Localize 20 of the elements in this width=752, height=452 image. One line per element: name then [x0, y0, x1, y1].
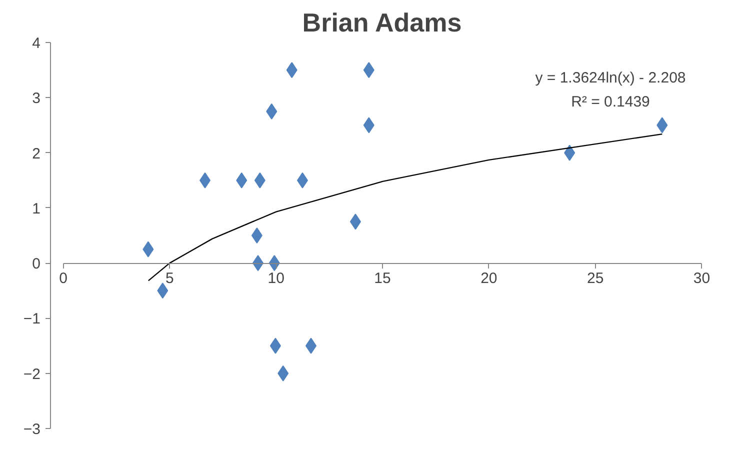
point: [251, 228, 262, 244]
x-tick-label: 15: [374, 270, 391, 288]
x-tick-label: 25: [586, 270, 604, 288]
x-tick-label: 0: [59, 270, 68, 288]
x-tick-label: 30: [693, 270, 710, 288]
y-tick-label: −2: [23, 366, 41, 383]
annotation: y = 1.3624ln(x) - 2.208: [535, 70, 686, 86]
y-tick-label: 3: [32, 90, 40, 108]
x-tick-label: 5: [166, 270, 174, 288]
x-tick-label: 10: [268, 270, 284, 288]
x-tick-label: 20: [480, 270, 498, 288]
y-tick-label: 1: [32, 200, 40, 218]
annotation: R² = 0.1439: [571, 94, 650, 110]
line-series: [148, 133, 663, 282]
y-tick-label: 0: [32, 256, 40, 273]
chart-title: Brian Adams: [302, 8, 462, 38]
y-tick-label: 4: [32, 35, 40, 52]
y-tick-label: −3: [23, 421, 41, 438]
y-tick-label: 2: [32, 145, 40, 162]
y-tick-label: −1: [23, 310, 41, 328]
